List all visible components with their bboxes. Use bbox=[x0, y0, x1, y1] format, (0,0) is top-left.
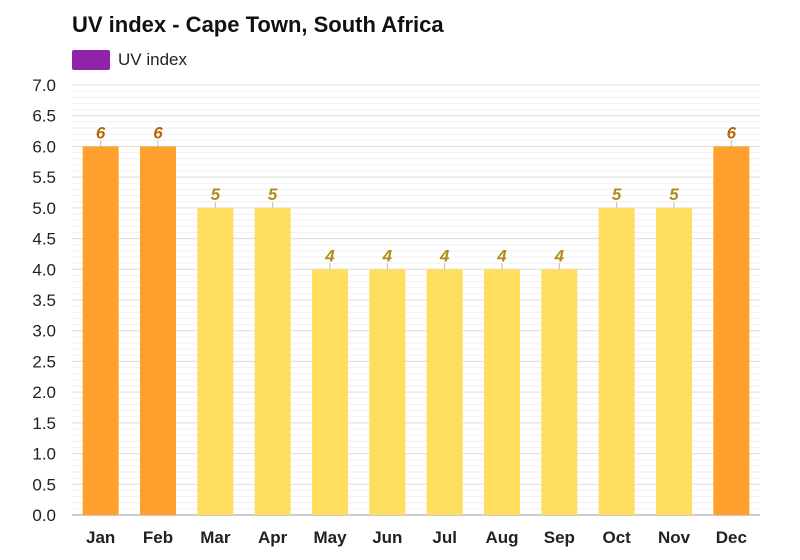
bar-feb bbox=[140, 146, 176, 515]
legend-label: UV index bbox=[118, 50, 187, 69]
data-label: 6 bbox=[727, 123, 737, 142]
legend-swatch bbox=[72, 50, 110, 70]
x-tick-label: Dec bbox=[716, 528, 747, 547]
data-label: 5 bbox=[669, 185, 679, 204]
data-label: 5 bbox=[211, 185, 221, 204]
bar-nov bbox=[656, 207, 692, 515]
y-tick-label: 1.0 bbox=[32, 445, 56, 464]
data-label: 4 bbox=[496, 246, 507, 265]
legend: UV index bbox=[72, 50, 187, 70]
y-tick-label: 2.5 bbox=[32, 352, 56, 371]
data-label: 4 bbox=[554, 246, 565, 265]
y-tick-label: 6.0 bbox=[32, 137, 56, 156]
x-tick-label: Sep bbox=[544, 528, 575, 547]
x-tick-label: Nov bbox=[658, 528, 691, 547]
data-label: 5 bbox=[268, 185, 278, 204]
x-tick-label: May bbox=[313, 528, 347, 547]
data-label: 4 bbox=[382, 246, 393, 265]
x-tick-label: Oct bbox=[602, 528, 631, 547]
x-tick-label: Feb bbox=[143, 528, 173, 547]
y-tick-label: 6.5 bbox=[32, 107, 56, 126]
y-tick-label: 2.0 bbox=[32, 383, 56, 402]
data-label: 4 bbox=[324, 246, 335, 265]
data-label: 6 bbox=[153, 123, 163, 142]
y-tick-label: 0.5 bbox=[32, 475, 56, 494]
bar-dec bbox=[713, 146, 750, 515]
y-tick-label: 3.5 bbox=[32, 291, 56, 310]
x-tick-label: Jul bbox=[432, 528, 457, 547]
bar-may bbox=[312, 269, 348, 515]
bar-apr bbox=[254, 207, 291, 515]
bar-oct bbox=[598, 207, 635, 515]
y-tick-label: 4.0 bbox=[32, 260, 56, 279]
x-tick-label: Apr bbox=[258, 528, 288, 547]
bar-aug bbox=[484, 269, 520, 515]
y-tick-label: 3.0 bbox=[32, 322, 56, 341]
y-tick-label: 1.5 bbox=[32, 414, 56, 433]
bar-sep bbox=[541, 269, 578, 515]
y-tick-label: 7.0 bbox=[32, 76, 56, 95]
data-label: 6 bbox=[96, 123, 106, 142]
bar-jul bbox=[426, 269, 463, 515]
x-tick-label: Aug bbox=[485, 528, 518, 547]
y-tick-label: 5.5 bbox=[32, 168, 56, 187]
data-label: 4 bbox=[439, 246, 450, 265]
y-tick-label: 5.0 bbox=[32, 199, 56, 218]
y-tick-label: 4.5 bbox=[32, 230, 56, 249]
bar-mar bbox=[197, 207, 234, 515]
y-tick-label: 0.0 bbox=[32, 506, 56, 525]
x-tick-label: Jan bbox=[86, 528, 115, 547]
chart-title: UV index - Cape Town, South Africa bbox=[72, 12, 444, 37]
bar-jan bbox=[82, 146, 119, 515]
bar-jun bbox=[369, 269, 406, 515]
x-tick-label: Mar bbox=[200, 528, 231, 547]
x-tick-label: Jun bbox=[372, 528, 402, 547]
data-label: 5 bbox=[612, 185, 622, 204]
